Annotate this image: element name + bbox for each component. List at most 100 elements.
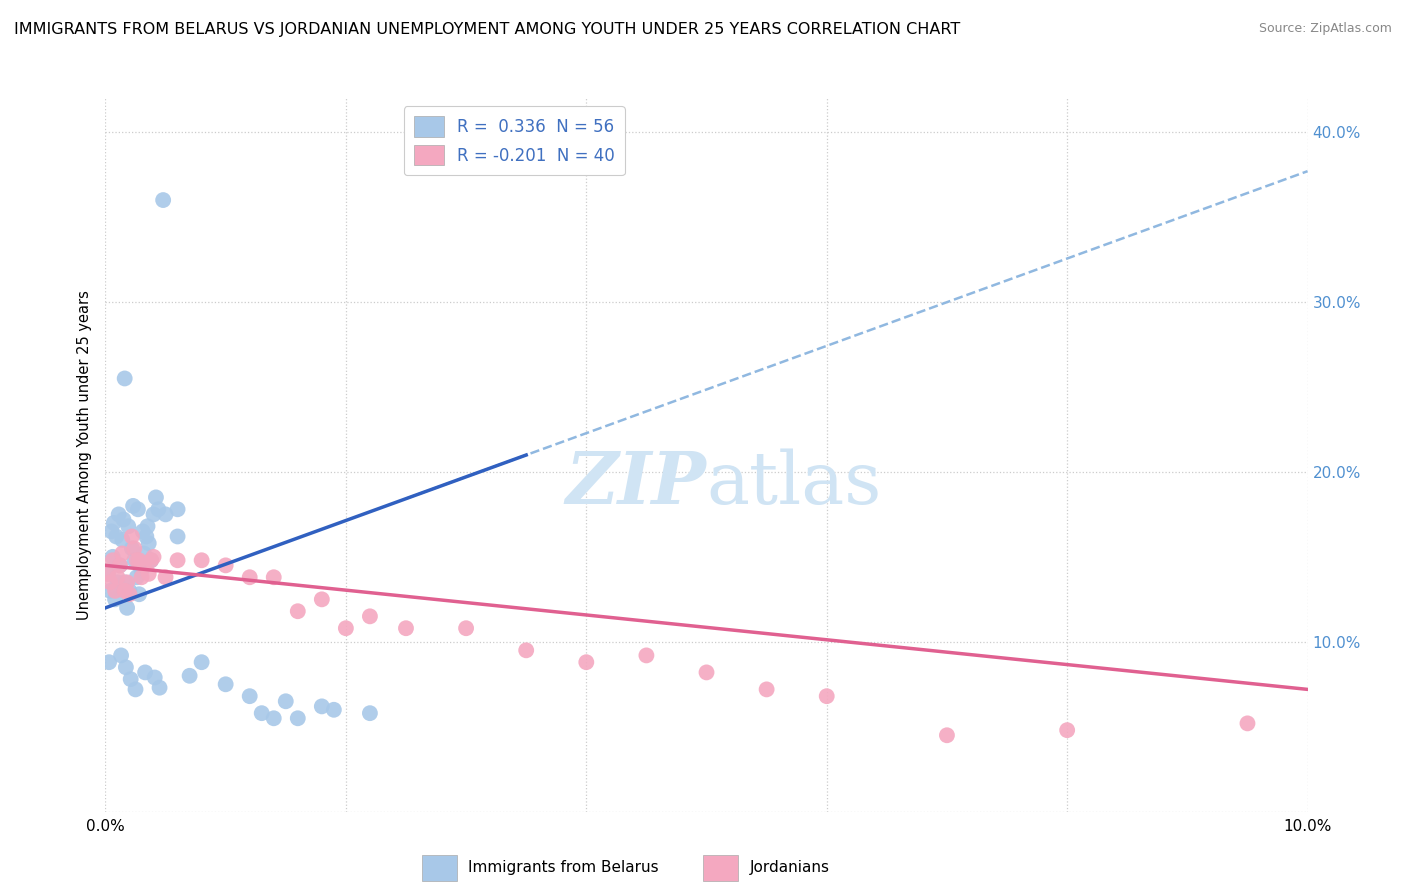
Text: IMMIGRANTS FROM BELARUS VS JORDANIAN UNEMPLOYMENT AMONG YOUTH UNDER 25 YEARS COR: IMMIGRANTS FROM BELARUS VS JORDANIAN UNE… [14, 22, 960, 37]
Point [132, 524, 155, 539]
Point [98, 583, 121, 598]
Point [142, 549, 165, 564]
Point [359, 609, 381, 624]
Point [107, 570, 129, 584]
Point [115, 575, 138, 590]
Point [114, 371, 136, 385]
Point [110, 648, 132, 663]
Point [311, 699, 333, 714]
Point [117, 519, 139, 533]
Point [696, 665, 718, 680]
Point [263, 711, 285, 725]
Point [166, 502, 188, 516]
Point [139, 553, 162, 567]
Point [115, 600, 138, 615]
Point [118, 583, 141, 598]
Point [214, 558, 236, 573]
Point [287, 604, 309, 618]
Y-axis label: Unemployment Among Youth under 25 years: Unemployment Among Youth under 25 years [77, 290, 93, 620]
Point [335, 621, 357, 635]
Point [131, 570, 153, 584]
Point [131, 564, 153, 578]
Point [111, 546, 134, 560]
Point [190, 655, 212, 669]
Point [127, 502, 149, 516]
Point [166, 553, 188, 567]
Point [132, 558, 155, 573]
Point [145, 491, 167, 505]
Point [148, 681, 170, 695]
Point [108, 558, 131, 573]
Point [124, 682, 146, 697]
Point [107, 575, 129, 590]
Point [755, 682, 778, 697]
Point [359, 706, 381, 721]
Point [179, 669, 201, 683]
Point [107, 508, 129, 522]
Point [239, 570, 262, 584]
Point [274, 694, 297, 708]
Point [134, 665, 156, 680]
Point [636, 648, 658, 663]
Point [1056, 723, 1078, 738]
Point [190, 553, 212, 567]
Point [101, 549, 124, 564]
Point [108, 558, 131, 573]
Text: atlas: atlas [707, 448, 882, 519]
Point [139, 553, 162, 567]
Point [122, 499, 145, 513]
Point [128, 587, 150, 601]
Point [395, 621, 418, 635]
Point [136, 519, 159, 533]
Point [155, 508, 177, 522]
Point [118, 587, 141, 601]
Point [155, 570, 177, 584]
Point [104, 592, 127, 607]
Point [143, 671, 166, 685]
Point [322, 703, 344, 717]
Point [239, 689, 262, 703]
Point [112, 512, 135, 526]
Point [575, 655, 598, 669]
Point [142, 508, 165, 522]
Point [115, 660, 138, 674]
Text: Jordanians: Jordanians [749, 861, 830, 875]
Point [97, 566, 120, 581]
Point [311, 592, 333, 607]
Point [138, 566, 160, 581]
Text: Immigrants from Belarus: Immigrants from Belarus [468, 861, 659, 875]
Point [97, 566, 120, 581]
Point [120, 672, 142, 686]
Point [125, 570, 148, 584]
Point [138, 536, 160, 550]
Point [132, 546, 155, 560]
Point [124, 553, 146, 567]
Point [214, 677, 236, 691]
Point [114, 575, 136, 590]
Point [815, 689, 838, 703]
Point [101, 553, 124, 567]
Point [1236, 716, 1258, 731]
Point [103, 516, 125, 530]
Point [454, 621, 477, 635]
Point [152, 193, 174, 207]
Text: ZIP: ZIP [565, 448, 707, 519]
Point [100, 524, 122, 539]
Point [936, 728, 959, 742]
Point [250, 706, 273, 721]
Point [114, 583, 136, 598]
Text: Source: ZipAtlas.com: Source: ZipAtlas.com [1258, 22, 1392, 36]
Point [148, 502, 170, 516]
Point [98, 655, 121, 669]
Point [515, 643, 537, 657]
Point [111, 533, 134, 547]
Point [135, 529, 157, 543]
Point [121, 529, 143, 543]
Point [125, 553, 148, 567]
Point [105, 529, 128, 543]
Point [104, 583, 127, 598]
Point [124, 541, 146, 556]
Point [98, 575, 121, 590]
Point [121, 541, 143, 556]
Point [263, 570, 285, 584]
